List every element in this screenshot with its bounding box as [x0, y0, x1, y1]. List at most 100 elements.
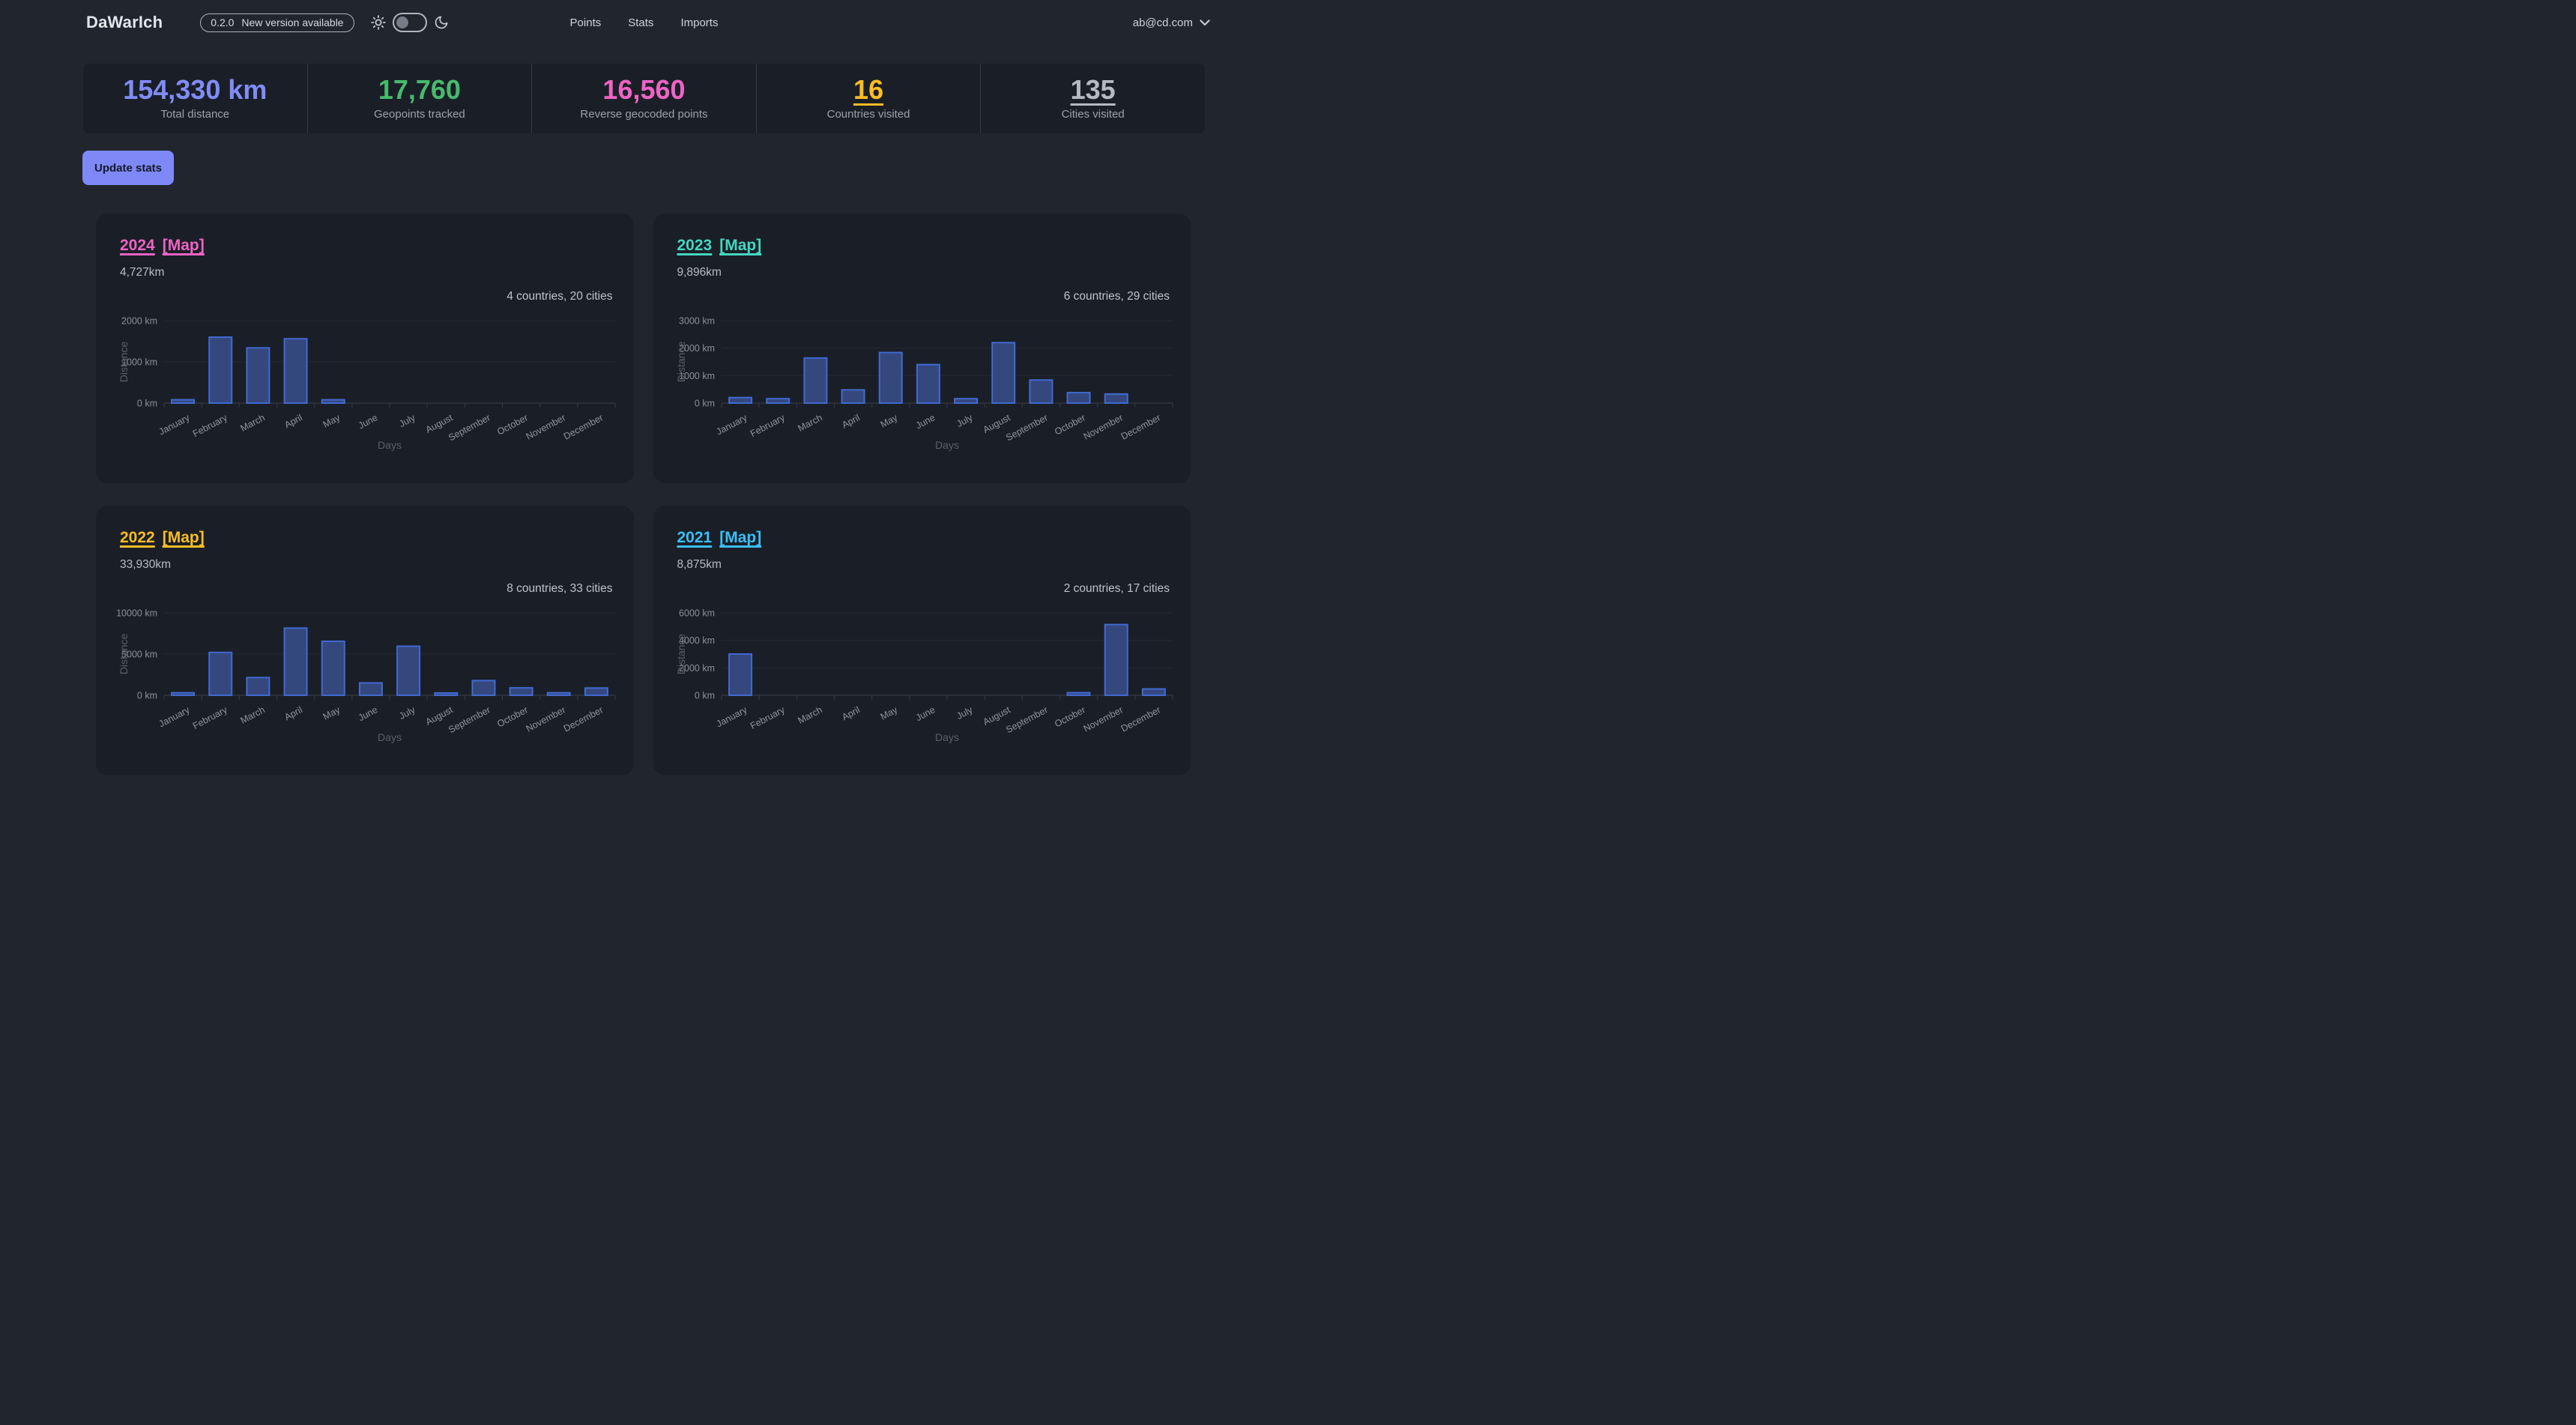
- stat-value-cities-visited[interactable]: 135: [1070, 74, 1116, 105]
- map-link-2022[interactable]: [Map]: [162, 529, 205, 546]
- y-tick-label: 0 km: [694, 399, 714, 409]
- x-tick-label-december: December: [562, 412, 605, 441]
- map-link-2023[interactable]: [Map]: [719, 237, 762, 254]
- x-tick-label-november: November: [1081, 412, 1124, 441]
- dashboard-page: DaWarIch 0.2.0 New version available: [0, 0, 1288, 775]
- version-label: New version available: [241, 16, 344, 28]
- chart-bar-november: [1104, 623, 1128, 696]
- stat-label-countries-visited: Countries visited: [826, 108, 910, 121]
- chart-bar-may: [878, 351, 903, 404]
- x-tick-label-january: January: [157, 704, 192, 730]
- x-tick-label-february: February: [748, 412, 786, 439]
- year-chart-2024: 0 km 1000 km 2000 km January February March Ap…: [118, 316, 616, 451]
- year-link-2023[interactable]: 2023: [677, 237, 713, 254]
- chart-bar-march: [802, 357, 827, 405]
- year-card-heading: 2022 [Map]: [120, 529, 205, 547]
- x-tick-label-april: April: [282, 412, 304, 430]
- map-link-2021[interactable]: [Map]: [719, 529, 762, 546]
- chevron-down-icon: [1200, 19, 1210, 25]
- chart-bar-february: [208, 336, 233, 404]
- stat-label-geopoints-tracked: Geopoints tracked: [374, 108, 465, 121]
- y-tick-label: 0 km: [137, 399, 157, 409]
- x-tick-label-february: February: [191, 412, 229, 439]
- y-tick-label: 1000 km: [121, 357, 157, 368]
- y-tick-label: 2000 km: [679, 343, 715, 354]
- x-tick-label-november: November: [524, 704, 567, 733]
- stat-cell-reverse-geocoded-points: 16,560 Reverse geocoded points: [531, 64, 756, 133]
- x-tick-label-july: July: [397, 412, 417, 429]
- chart-bar-april: [283, 627, 308, 696]
- summary-stats-bar: 154,330 km Total distance 17,760 Geopoints …: [83, 64, 1205, 133]
- chart-bar-june: [358, 682, 383, 696]
- year-total-distance: 9,896km: [677, 266, 722, 279]
- year-countries-cities: 6 countries, 29 cities: [1063, 290, 1170, 303]
- x-tick-label-march: March: [239, 412, 267, 434]
- y-tick-label: 1000 km: [679, 371, 715, 381]
- map-link-2024[interactable]: [Map]: [162, 237, 205, 254]
- chart-bar-december: [1141, 688, 1166, 696]
- chart-bar-december: [584, 687, 608, 696]
- chart-bar-august: [991, 342, 1015, 404]
- x-tick-label-june: June: [913, 704, 937, 723]
- chart-bar-february: [208, 651, 233, 697]
- y-tick-label: 5000 km: [121, 650, 157, 660]
- theme-toggle[interactable]: [392, 13, 427, 32]
- x-tick-label-february: February: [748, 704, 786, 731]
- x-tick-label-june: June: [357, 704, 380, 723]
- x-tick-label-january: January: [714, 412, 749, 438]
- y-tick-label: 2000 km: [121, 316, 157, 327]
- stat-cell-cities-visited: 135 Cities visited: [980, 64, 1205, 133]
- y-tick-label: 6000 km: [679, 608, 715, 619]
- year-card-2024: 2024 [Map] 4,727km 4 countries, 20 cities 0 …: [96, 214, 634, 483]
- nav-link-imports[interactable]: Imports: [680, 16, 719, 29]
- version-badge[interactable]: 0.2.0 New version available: [200, 13, 354, 32]
- x-tick-label-june: June: [357, 412, 380, 431]
- chart-bar-july: [953, 398, 978, 404]
- year-link-2021[interactable]: 2021: [677, 529, 713, 546]
- year-card-2021: 2021 [Map] 8,875km 2 countries, 17 cities 0 …: [653, 506, 1191, 775]
- stat-value-countries-visited[interactable]: 16: [853, 74, 884, 105]
- x-tick-label-september: September: [1004, 704, 1050, 735]
- x-axis-title: Days: [378, 439, 402, 451]
- update-stats-button[interactable]: Update stats: [82, 151, 174, 185]
- x-tick-label-april: April: [840, 412, 862, 430]
- x-tick-label-september: September: [1004, 412, 1050, 443]
- x-tick-label-june: June: [913, 412, 937, 431]
- theme-toggle-knob: [396, 16, 408, 28]
- year-link-2022[interactable]: 2022: [120, 529, 155, 546]
- nav-link-points[interactable]: Points: [569, 16, 602, 29]
- chart-bar-march: [246, 677, 270, 696]
- y-tick-label: 10000 km: [116, 608, 157, 619]
- x-tick-label-november: November: [1081, 704, 1124, 733]
- x-tick-label-december: December: [1119, 704, 1161, 733]
- app-header: DaWarIch 0.2.0 New version available: [0, 0, 1288, 45]
- y-axis-title: Distance: [675, 634, 687, 675]
- year-card-2023: 2023 [Map] 9,896km 6 countries, 29 cities 0 …: [653, 214, 1191, 483]
- stat-label-total-distance: Total distance: [160, 108, 230, 121]
- stat-cell-geopoints-tracked: 17,760 Geopoints tracked: [306, 64, 532, 133]
- user-menu[interactable]: ab@cd.com: [1133, 16, 1210, 29]
- year-countries-cities: 2 countries, 17 cities: [1063, 582, 1170, 595]
- moon-icon: [435, 16, 447, 29]
- y-axis-title: Distance: [118, 342, 130, 383]
- chart-bar-january: [728, 396, 752, 404]
- chart-bar-october: [1066, 392, 1091, 404]
- nav-link-stats[interactable]: Stats: [628, 16, 654, 29]
- y-axis-title: Distance: [118, 634, 130, 675]
- chart-bar-april: [283, 338, 308, 405]
- chart-bar-november: [546, 692, 571, 696]
- y-tick-label: 0 km: [137, 691, 157, 701]
- x-tick-label-march: March: [796, 412, 823, 434]
- x-axis-title: Days: [378, 731, 402, 743]
- x-tick-label-january: January: [157, 412, 192, 438]
- year-link-2024[interactable]: 2024: [120, 237, 155, 254]
- app-logo: DaWarIch: [86, 13, 163, 31]
- stat-cell-total-distance: 154,330 km Total distance: [83, 64, 307, 133]
- chart-bar-april: [841, 389, 865, 405]
- chart-bar-november: [1104, 393, 1128, 405]
- chart-bar-october: [509, 687, 533, 696]
- x-tick-label-november: November: [524, 412, 567, 441]
- y-axis-title: Distance: [675, 342, 687, 383]
- year-total-distance: 4,727km: [120, 266, 165, 279]
- x-tick-label-july: July: [955, 412, 975, 429]
